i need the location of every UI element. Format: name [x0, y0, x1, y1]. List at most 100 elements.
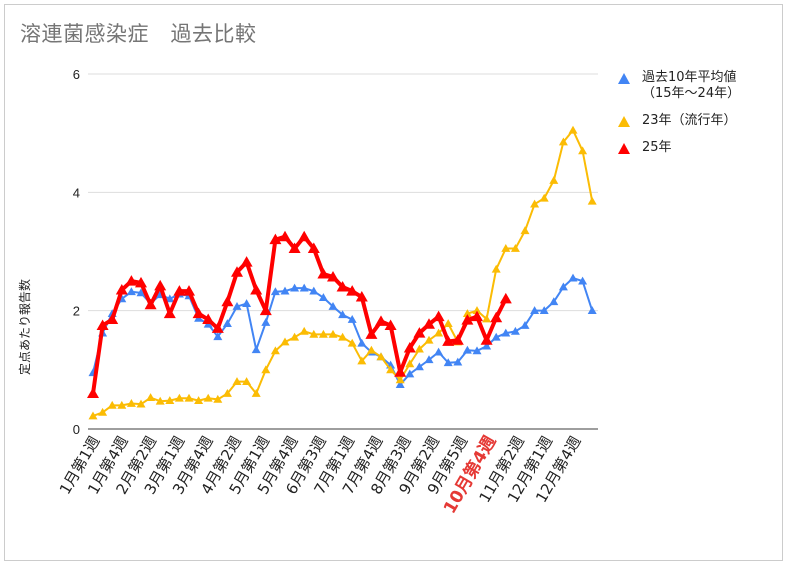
- triangle-marker-icon: [327, 270, 339, 282]
- legend-label: 23年（流行年）: [642, 113, 737, 128]
- triangle-marker-icon: [117, 400, 127, 409]
- triangle-marker-icon: [270, 287, 280, 296]
- triangle-marker-icon: [126, 287, 136, 296]
- triangle-marker-icon: [251, 345, 261, 354]
- triangle-marker-icon: [395, 380, 405, 388]
- triangle-marker-icon: [347, 338, 357, 347]
- triangle-marker-icon: [346, 285, 359, 296]
- triangle-marker-icon: [222, 389, 232, 397]
- triangle-marker-icon: [154, 279, 167, 291]
- triangle-marker-icon: [578, 146, 588, 155]
- triangle-marker-icon: [462, 309, 472, 317]
- triangle-marker-icon: [618, 143, 630, 154]
- triangle-marker-icon: [549, 176, 559, 184]
- triangle-marker-icon: [434, 347, 444, 356]
- triangle-marker-icon: [173, 285, 186, 296]
- triangle-marker-icon: [299, 283, 309, 292]
- triangle-marker-icon: [490, 311, 503, 323]
- triangle-marker-icon: [530, 199, 540, 208]
- triangle-marker-icon: [107, 400, 117, 409]
- triangle-marker-icon: [403, 341, 416, 353]
- triangle-marker-icon: [221, 295, 234, 307]
- triangle-marker-icon: [376, 352, 386, 361]
- triangle-marker-icon: [618, 73, 630, 84]
- triangle-marker-icon: [125, 275, 138, 286]
- triangle-marker-icon: [242, 377, 252, 386]
- y-tick-label: 6: [73, 67, 80, 82]
- triangle-marker-icon: [213, 332, 223, 341]
- triangle-marker-icon: [366, 345, 376, 354]
- y-tick-label: 0: [73, 422, 80, 437]
- series-line: [92, 129, 594, 417]
- triangle-marker-icon: [539, 193, 549, 202]
- triangle-marker-icon: [549, 297, 559, 306]
- triangle-marker-icon: [520, 320, 530, 329]
- triangle-marker-icon: [98, 407, 108, 416]
- triangle-marker-icon: [96, 319, 109, 330]
- triangle-marker-icon: [405, 359, 415, 368]
- triangle-marker-icon: [136, 399, 146, 408]
- triangle-marker-icon: [280, 286, 290, 295]
- triangle-marker-icon: [279, 230, 291, 242]
- triangle-marker-icon: [530, 306, 540, 315]
- triangle-marker-icon: [328, 302, 338, 310]
- triangle-marker-icon: [338, 332, 348, 341]
- triangle-marker-icon: [413, 327, 426, 338]
- triangle-marker-icon: [318, 293, 328, 302]
- legend-item-2025: 25年: [618, 140, 740, 156]
- chart-title: 溶連菌感染症 過去比較: [20, 22, 257, 46]
- triangle-marker-icon: [88, 411, 98, 420]
- triangle-marker-icon: [434, 328, 444, 337]
- series-line: [91, 234, 508, 394]
- triangle-marker-icon: [347, 315, 357, 323]
- triangle-marker-icon: [232, 302, 242, 310]
- triangle-marker-icon: [270, 346, 280, 355]
- triangle-marker-icon: [482, 341, 492, 350]
- triangle-marker-icon: [250, 283, 263, 295]
- triangle-marker-icon: [461, 314, 474, 325]
- triangle-marker-icon: [240, 256, 253, 267]
- triangle-marker-icon: [261, 318, 271, 326]
- triangle-marker-icon: [568, 273, 578, 282]
- triangle-marker-icon: [222, 319, 232, 328]
- triangle-marker-icon: [414, 362, 424, 371]
- triangle-marker-icon: [259, 304, 272, 316]
- triangle-marker-icon: [174, 393, 184, 402]
- triangle-marker-icon: [194, 396, 204, 404]
- triangle-marker-icon: [144, 298, 157, 310]
- triangle-marker-icon: [280, 337, 290, 346]
- triangle-marker-icon: [309, 286, 319, 295]
- triangle-marker-icon: [558, 137, 568, 146]
- triangle-marker-icon: [336, 281, 349, 292]
- triangle-marker-icon: [231, 266, 243, 277]
- triangle-marker-icon: [211, 322, 224, 333]
- triangle-marker-icon: [520, 226, 530, 235]
- legend-item-2023: 23年（流行年）: [618, 113, 740, 129]
- triangle-marker-icon: [384, 319, 397, 330]
- triangle-marker-icon: [501, 244, 511, 252]
- triangle-marker-icon: [501, 328, 511, 337]
- triangle-marker-icon: [290, 332, 300, 341]
- legend-label: 過去10年平均値 （15年〜24年）: [642, 70, 741, 101]
- triangle-marker-icon: [309, 329, 319, 338]
- triangle-marker-icon: [499, 292, 512, 304]
- triangle-marker-icon: [299, 326, 309, 335]
- triangle-marker-icon: [451, 334, 464, 345]
- triangle-marker-icon: [510, 244, 520, 252]
- triangle-marker-icon: [261, 365, 271, 374]
- triangle-marker-icon: [290, 283, 300, 292]
- triangle-marker-icon: [165, 396, 175, 404]
- triangle-marker-icon: [510, 326, 520, 335]
- triangle-marker-icon: [328, 329, 338, 338]
- triangle-marker-icon: [395, 375, 405, 384]
- triangle-marker-icon: [394, 366, 407, 377]
- triangle-marker-icon: [192, 307, 205, 319]
- triangle-marker-icon: [539, 306, 549, 315]
- triangle-marker-icon: [87, 387, 99, 398]
- triangle-marker-icon: [375, 315, 387, 326]
- triangle-marker-icon: [424, 335, 434, 344]
- triangle-marker-icon: [414, 344, 424, 353]
- triangle-marker-icon: [269, 233, 282, 245]
- triangle-marker-icon: [355, 291, 368, 302]
